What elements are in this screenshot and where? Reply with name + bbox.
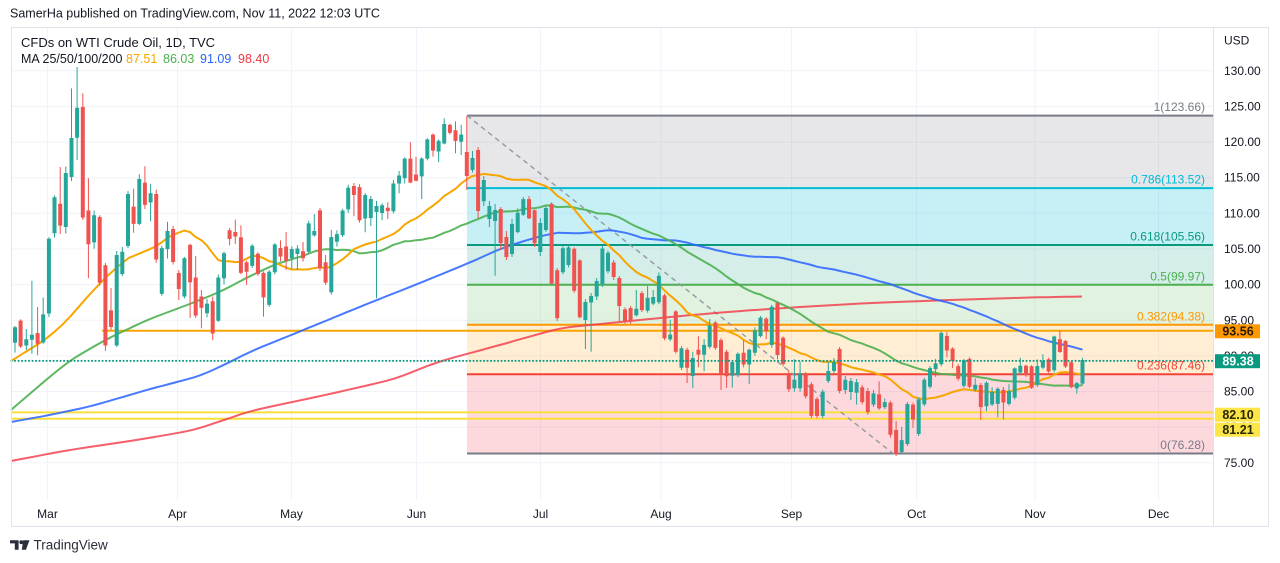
svg-text:Jun: Jun (407, 507, 426, 521)
svg-text:125.00: 125.00 (1224, 99, 1261, 113)
svg-text:100.00: 100.00 (1224, 278, 1261, 292)
svg-text:86.03: 86.03 (163, 52, 194, 66)
svg-text:CFDs on WTI Crude Oil, 1D, TVC: CFDs on WTI Crude Oil, 1D, TVC (21, 35, 215, 50)
svg-text:85.00: 85.00 (1224, 385, 1254, 399)
svg-text:USD: USD (1224, 34, 1250, 48)
svg-text:75.00: 75.00 (1224, 456, 1254, 470)
svg-text:May: May (280, 507, 303, 521)
svg-text:98.40: 98.40 (238, 52, 269, 66)
svg-text:0.786(113.52): 0.786(113.52) (1131, 173, 1205, 187)
svg-text:93.56: 93.56 (1222, 325, 1253, 339)
svg-text:0.618(105.56): 0.618(105.56) (1130, 230, 1205, 244)
svg-text:130.00: 130.00 (1224, 64, 1261, 78)
svg-text:0.236(87.46): 0.236(87.46) (1137, 359, 1205, 373)
svg-text:0(76.28): 0(76.28) (1160, 438, 1205, 452)
svg-text:87.51: 87.51 (126, 52, 157, 66)
svg-text:Sep: Sep (781, 507, 803, 521)
svg-text:105.00: 105.00 (1224, 242, 1261, 256)
svg-text:Mar: Mar (37, 507, 58, 521)
svg-text:MA 25/50/100/200: MA 25/50/100/200 (21, 52, 123, 66)
svg-text:120.00: 120.00 (1224, 135, 1261, 149)
svg-text:0.5(99.97): 0.5(99.97) (1150, 269, 1205, 283)
svg-text:Aug: Aug (650, 507, 671, 521)
svg-text:110.00: 110.00 (1224, 206, 1260, 220)
svg-text:Jul: Jul (533, 507, 548, 521)
svg-text:Dec: Dec (1148, 507, 1169, 521)
svg-text:89.38: 89.38 (1222, 355, 1253, 369)
svg-text:95.00: 95.00 (1224, 313, 1254, 327)
svg-text:Oct: Oct (907, 507, 926, 521)
svg-text:Nov: Nov (1024, 507, 1045, 521)
svg-text:91.09: 91.09 (200, 52, 231, 66)
svg-text:TradingView: TradingView (34, 537, 109, 552)
svg-text:115.00: 115.00 (1224, 171, 1260, 185)
svg-text:81.21: 81.21 (1222, 423, 1253, 437)
svg-text:0.382(94.38): 0.382(94.38) (1137, 309, 1205, 323)
svg-text:82.10: 82.10 (1222, 408, 1253, 422)
svg-text:Apr: Apr (168, 507, 187, 521)
svg-text:SamerHa published on TradingVi: SamerHa published on TradingView.com, No… (10, 7, 380, 21)
svg-text:1(123.66): 1(123.66) (1154, 100, 1205, 114)
